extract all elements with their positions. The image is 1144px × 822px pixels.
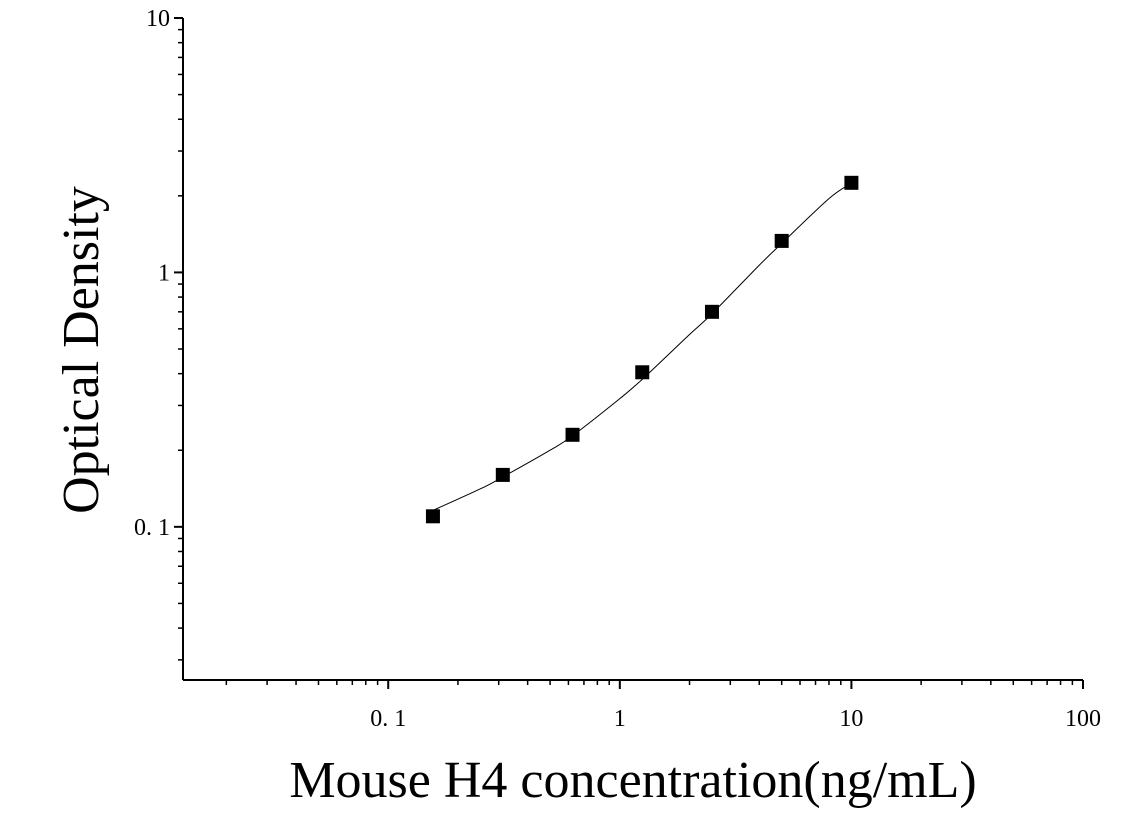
fit-curve	[432, 182, 852, 511]
axis-tick-labels: 0. 1 1 10 100 0. 1 1 10	[134, 6, 1101, 732]
data-point	[425, 509, 440, 524]
x-tick-label: 10	[839, 706, 863, 732]
y-axis-title: Optical Density	[53, 186, 110, 514]
x-tick-label: 100	[1065, 706, 1101, 732]
x-tick-label: 0. 1	[370, 706, 406, 732]
y-tick-label: 0. 1	[134, 515, 170, 541]
data-points	[425, 175, 859, 524]
data-point	[774, 233, 789, 248]
data-point	[565, 427, 580, 442]
data-point	[495, 467, 510, 482]
y-tick-label: 1	[158, 260, 170, 286]
axis-ticks	[174, 17, 1084, 689]
data-point	[844, 175, 859, 190]
y-tick-label: 10	[146, 6, 170, 32]
data-point	[635, 365, 650, 380]
axes	[182, 18, 1083, 681]
data-point	[704, 304, 719, 319]
x-axis-title: Mouse H4 concentration(ng/mL)	[289, 752, 976, 809]
x-tick-label: 1	[614, 706, 626, 732]
